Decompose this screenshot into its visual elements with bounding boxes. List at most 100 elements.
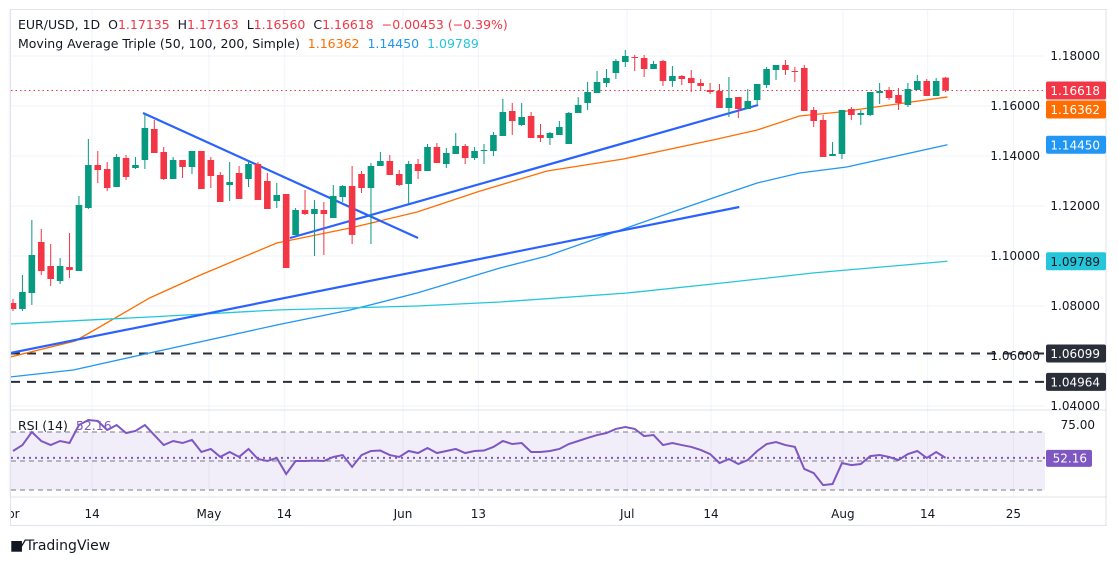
time-tick-label: 14 — [920, 507, 935, 521]
candle — [254, 162, 262, 200]
candle — [923, 79, 931, 96]
tradingview-logo-icon: ■⁄ — [10, 538, 24, 554]
candle — [264, 173, 271, 209]
candle-body — [631, 57, 639, 58]
change-value: −0.00453 (−0.39%) — [381, 17, 508, 32]
rsi-value: 52.16 — [75, 418, 112, 433]
candle-body — [556, 127, 563, 135]
candle — [132, 157, 139, 169]
candle — [414, 159, 422, 179]
candle — [782, 60, 789, 75]
candle — [791, 67, 799, 82]
candle-body — [650, 64, 657, 69]
candle — [631, 55, 639, 71]
candle-body — [339, 186, 346, 197]
candle — [772, 65, 780, 80]
candle — [94, 151, 102, 183]
candle-body — [848, 109, 855, 115]
candle — [763, 67, 770, 88]
sma-200-line — [11, 260, 948, 325]
candle — [348, 166, 356, 244]
candle-body — [716, 91, 723, 108]
candle-body — [706, 90, 714, 92]
candle-body — [94, 165, 102, 170]
candle-body — [47, 266, 54, 279]
candle-body — [198, 151, 205, 189]
high-label: H — [177, 17, 188, 32]
candle — [216, 172, 224, 202]
candle-body — [876, 91, 883, 93]
candle — [800, 65, 808, 111]
candle — [37, 229, 45, 275]
candle — [848, 107, 855, 120]
candle — [320, 202, 328, 255]
candle — [188, 151, 196, 174]
price-badge-label: 1.14450 — [1050, 138, 1100, 152]
candle-body — [348, 186, 356, 235]
candle-body — [461, 146, 469, 158]
trendline — [142, 111, 419, 240]
candle-body — [885, 90, 893, 98]
price-badge — [1046, 135, 1106, 154]
candle — [235, 166, 243, 199]
candle-body — [490, 135, 497, 151]
ma-legend[interactable]: Moving Average Triple (50, 100, 200, Sim… — [18, 36, 479, 51]
candle — [819, 115, 827, 157]
candle — [838, 110, 846, 159]
candle — [245, 161, 252, 187]
candle-body — [527, 116, 535, 138]
candle — [706, 83, 714, 94]
time-tick-label: Jun — [393, 507, 413, 521]
candle — [508, 103, 516, 135]
close-label: C — [313, 17, 323, 32]
candle-body — [838, 110, 846, 154]
candle-body — [414, 164, 422, 171]
candle — [339, 185, 346, 202]
candle-body — [810, 110, 817, 121]
candle — [141, 114, 149, 169]
candle — [122, 155, 130, 180]
candle — [537, 124, 544, 142]
open-value: 1.17135 — [117, 17, 170, 32]
candle — [75, 196, 83, 271]
tradingview-brand[interactable]: ■⁄ TradingView — [10, 538, 110, 554]
candle-body — [301, 210, 309, 214]
sma-50-line — [11, 96, 948, 358]
candle-body — [895, 95, 902, 103]
candle-body — [782, 65, 789, 70]
candle-body — [772, 65, 780, 70]
candle — [876, 83, 883, 104]
candle — [443, 148, 450, 168]
symbol-label[interactable]: EUR/USD, 1D — [18, 17, 101, 32]
rsi-legend[interactable]: RSI (14) 52.16 — [18, 418, 112, 433]
price-axis: 1.18000 1.16000 1.14000 1.12000 1.10000 1.080… — [990, 49, 1106, 467]
candle-body — [697, 83, 704, 86]
candle-body — [537, 135, 544, 138]
candle — [358, 171, 365, 193]
candle — [932, 78, 940, 96]
candle — [584, 82, 591, 110]
candle-body — [37, 242, 45, 271]
candle — [85, 139, 92, 209]
time-tick-label: 14 — [703, 507, 718, 521]
high-value: 1.17163 — [187, 17, 239, 32]
candle — [942, 76, 949, 92]
brand-name: TradingView — [25, 538, 111, 554]
price-tick-label: 1.18000 — [1050, 49, 1100, 63]
candle-body — [622, 56, 629, 62]
price-pane — [11, 50, 1045, 383]
candle-body — [518, 117, 525, 125]
price-badge — [1046, 344, 1106, 363]
candle-body — [508, 111, 516, 121]
candle — [11, 299, 17, 311]
candle-body — [245, 164, 252, 179]
candle — [311, 200, 318, 256]
candle — [226, 162, 233, 201]
candle-body — [75, 205, 83, 271]
rsi-name: RSI (14) — [18, 418, 68, 433]
time-axis: Apr 14 May 14 Jun 13 Jul 14 Aug 14 25 — [11, 507, 1021, 521]
candle — [904, 83, 912, 107]
candle — [424, 144, 431, 171]
candle-body — [122, 158, 130, 177]
